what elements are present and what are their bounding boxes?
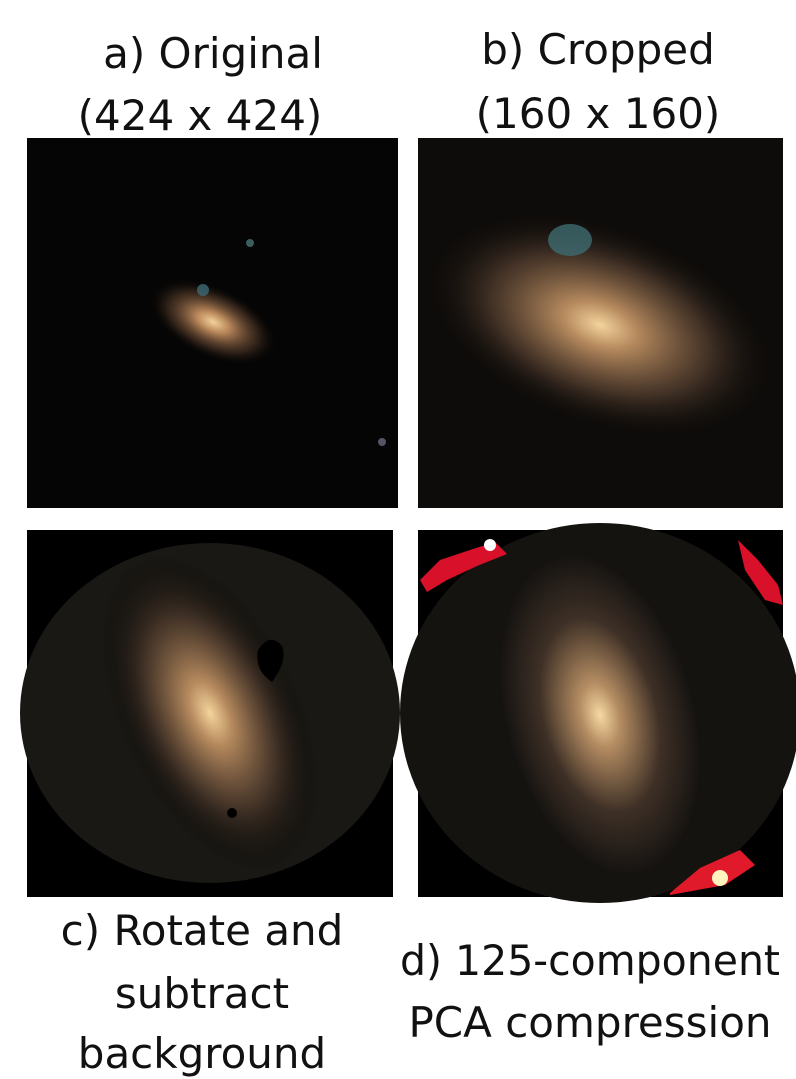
panel-a [27, 138, 398, 508]
panel-c [20, 521, 400, 905]
caption-line: d) 125-component [400, 936, 780, 985]
artifact [712, 870, 728, 886]
caption-line: b) Cropped [481, 25, 715, 74]
caption-line: c) Rotate and [61, 906, 344, 955]
caption-line: PCA compression [408, 998, 771, 1047]
star [246, 239, 254, 247]
panel-d [400, 523, 796, 903]
caption-line: background [78, 1029, 326, 1078]
caption-line: (160 x 160) [476, 89, 721, 138]
panel-b [386, 138, 796, 508]
artifact [484, 539, 496, 551]
caption-line: subtract [115, 969, 289, 1018]
star [197, 284, 209, 296]
figure: a) Original (424 x 424) b) Cropped (160 … [0, 0, 796, 1079]
mask [227, 808, 237, 818]
caption-line: (424 x 424) [78, 91, 323, 140]
star [548, 224, 592, 256]
caption-line: a) Original [103, 29, 323, 78]
star [378, 438, 386, 446]
